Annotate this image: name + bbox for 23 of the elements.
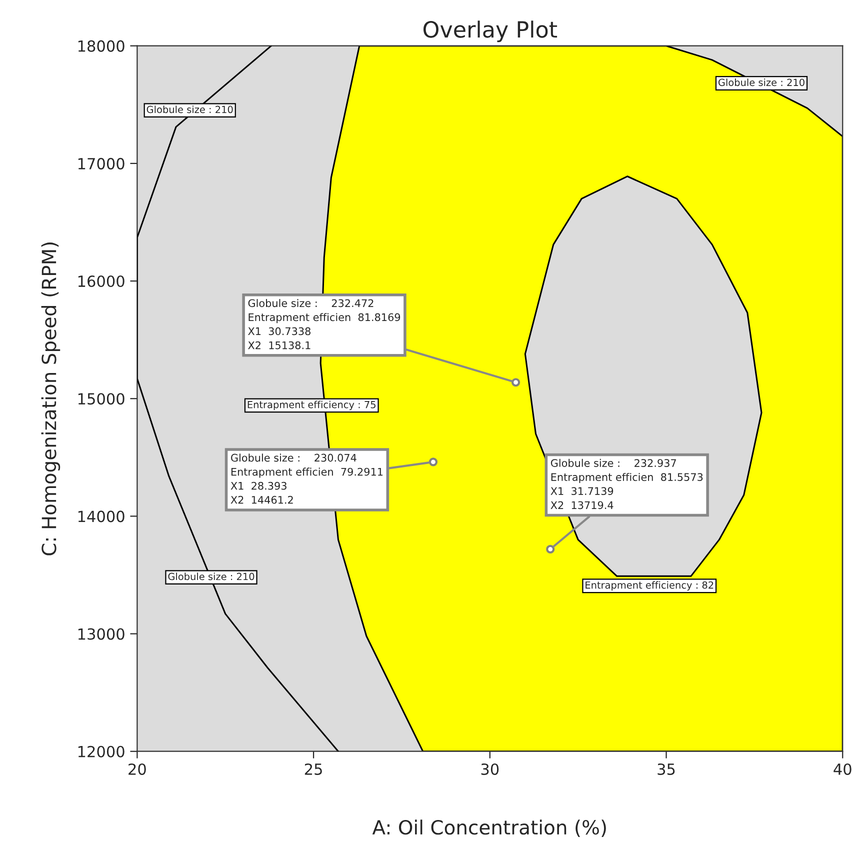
annotation: Entrapment efficiency : 82 <box>586 581 714 591</box>
annotation: Globule size : 210 <box>718 78 804 86</box>
y-axis-title: C: Homogenization Speed (RPM) <box>41 242 60 556</box>
annotation: Entrapment efficiency : 75 <box>248 400 376 410</box>
y-tick-label: 14000 <box>78 510 124 522</box>
x-tick-label: 30 <box>481 763 499 775</box>
y-tick-label: 13000 <box>78 628 124 640</box>
annotation: Globule size : 230.074 Entrapment efficien 79.2911 X1 28.393 X2 14461.2 <box>230 454 383 504</box>
y-tick-label: 17000 <box>78 158 124 170</box>
x-tick-label: 25 <box>304 763 322 775</box>
y-tick-label: 16000 <box>78 275 124 288</box>
x-tick-label: 20 <box>128 763 146 775</box>
y-tick-label: 12000 <box>78 746 124 758</box>
x-tick-label: 35 <box>658 763 675 775</box>
annotation: Globule size : 232.937 Entrapment efficien 81.5573 X1 31.7139 X2 13719.4 <box>550 458 703 510</box>
annotation: Globule size : 210 <box>168 572 254 580</box>
chart-title: Overlay Plot <box>423 20 558 42</box>
annotation: Globule size : 210 <box>146 106 233 114</box>
y-tick-label: 18000 <box>78 40 124 52</box>
y-tick-label: 15000 <box>78 393 124 405</box>
x-tick-label: 40 <box>834 763 852 775</box>
annotation: Globule size : 232.472 Entrapment efficien 81.8169 X1 30.7338 X2 15138.1 <box>248 299 400 350</box>
x-axis-title: A: Oil Concentration (%) <box>372 820 606 837</box>
